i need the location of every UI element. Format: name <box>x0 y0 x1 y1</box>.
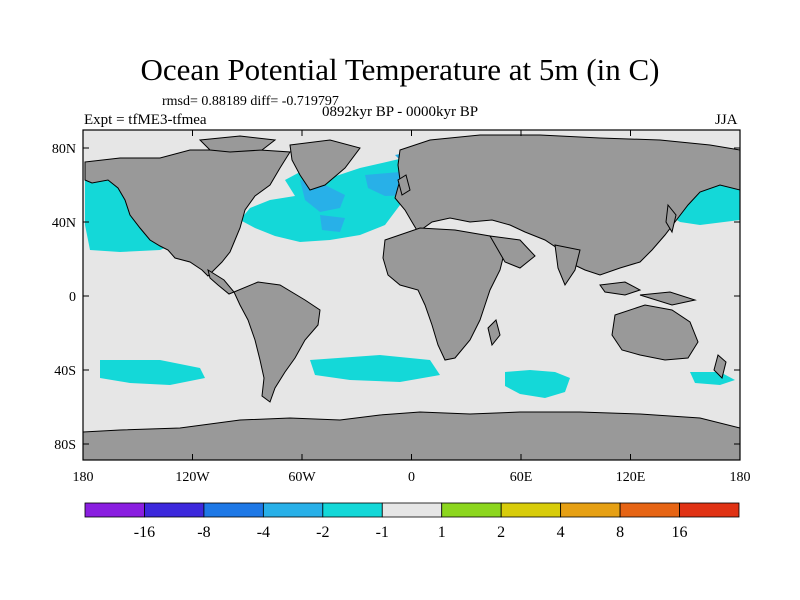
lat-tick-label: 40N <box>52 216 76 231</box>
period-label: 0892kyr BP - 0000kyr BP <box>322 104 479 120</box>
lat-tick-label: 0 <box>69 290 76 305</box>
legend-label: 1 <box>438 524 446 541</box>
map-field <box>83 134 740 460</box>
legend-swatch <box>560 502 621 518</box>
legend-label: 2 <box>497 524 505 541</box>
legend-swatch <box>381 502 443 518</box>
longitude-axis: 180 120W 60W 0 60E 120E 180 <box>73 130 751 485</box>
legend-label: -4 <box>257 524 270 541</box>
lat-tick-label: 40S <box>54 364 76 379</box>
legend-swatch <box>619 502 680 518</box>
lon-tick-label: 60W <box>288 470 316 485</box>
legend-swatch <box>203 502 264 518</box>
color-legend: -16 -8 -4 -2 -1 1 2 4 8 16 <box>84 502 740 541</box>
lat-tick-label: 80S <box>54 438 76 453</box>
season-label: JJA <box>715 112 738 128</box>
lon-tick-label: 180 <box>730 470 751 485</box>
lon-tick-label: 120W <box>175 470 210 485</box>
legend-label: -16 <box>134 524 155 541</box>
legend-label: -2 <box>316 524 329 541</box>
legend-swatch <box>500 502 562 518</box>
latitude-axis: 80N 40N 0 40S 80S <box>52 142 740 453</box>
legend-swatch <box>262 502 324 518</box>
land-masses <box>83 134 740 460</box>
legend-swatch <box>322 502 383 518</box>
stats-subtitle: rmsd= 0.88189 diff= -0.719797 <box>162 94 339 109</box>
lon-tick-label: 0 <box>408 470 415 485</box>
legend-label: -1 <box>376 524 389 541</box>
legend-swatch <box>679 502 740 518</box>
legend-label: 4 <box>557 524 565 541</box>
legend-swatch <box>84 502 145 518</box>
lat-tick-label: 80N <box>52 142 76 157</box>
legend-label: 16 <box>672 524 688 541</box>
legend-label: 8 <box>616 524 624 541</box>
lon-tick-label: 180 <box>73 470 94 485</box>
legend-label: -8 <box>197 524 210 541</box>
experiment-label: Expt = tfME3-tfmea <box>84 112 207 128</box>
map-title: Ocean Potential Temperature at 5m (in C) <box>140 52 660 87</box>
legend-swatch <box>441 502 502 518</box>
lon-tick-label: 120E <box>616 470 646 485</box>
lon-tick-label: 60E <box>510 470 533 485</box>
legend-swatch <box>144 502 205 518</box>
